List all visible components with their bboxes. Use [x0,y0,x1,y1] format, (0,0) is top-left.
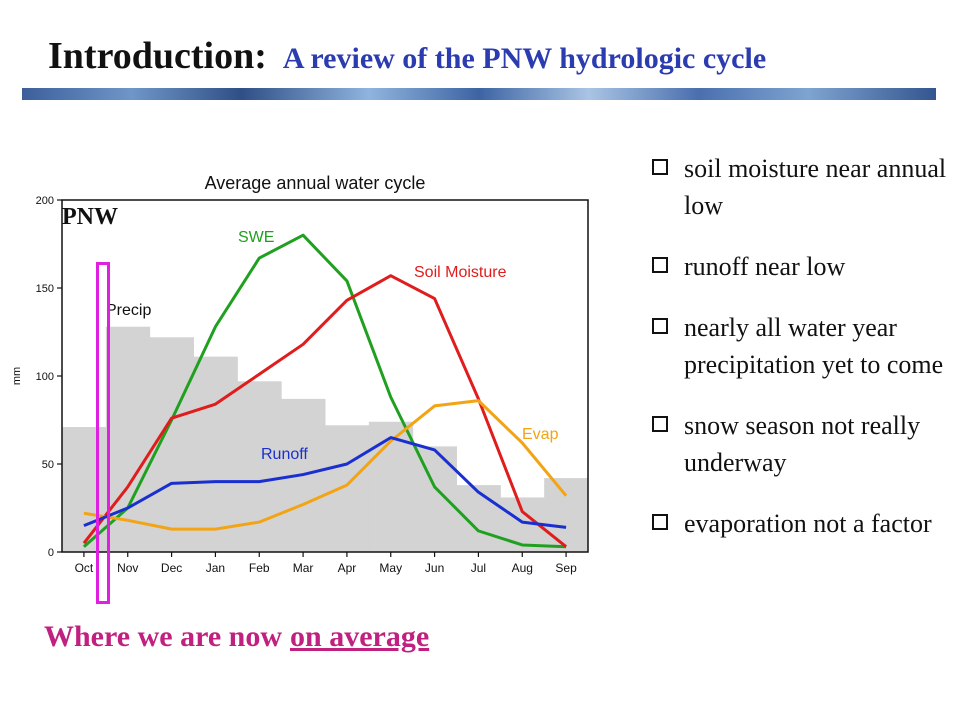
title-subtitle: A review of the PNW hydrologic cycle [282,42,767,75]
precip-bars [62,326,589,552]
series-label-precip: Precip [106,302,151,319]
checkbox-bullet-icon [652,159,668,175]
x-tick-label-oct: Oct [75,561,94,575]
precip-bar-dec [149,337,194,552]
precip-bar-jun [412,446,457,552]
y-tick-label-100: 100 [36,371,54,383]
x-tick-label-nov: Nov [117,561,138,575]
checkbox-bullet-icon [652,318,668,334]
precip-bar-apr [325,425,370,552]
annotation-underlined: on average [290,620,430,653]
series-lines [82,233,568,549]
x-tick-label-jan: Jan [206,561,225,575]
checkbox-bullet-icon [652,257,668,273]
y-tick-label-150: 150 [36,283,54,295]
x-tick-label-aug: Aug [512,561,533,575]
y-axis-label: mm [11,367,23,385]
series-label-swe: SWE [238,229,274,246]
y-tick-label-50: 50 [42,459,54,471]
slide-title: Introduction: A review of the PNW hydrol… [48,34,766,78]
series-line-swe [82,233,567,549]
series-line-runoff [83,436,567,529]
bullet-item: nearly all water year precipitation yet … [650,309,950,383]
bullet-list: soil moisture near annual low runoff nea… [650,150,950,566]
x-tick-label-jun: Jun [425,561,444,575]
series-label-soil-moisture: Soil Moisture [414,264,507,281]
bullet-item: snow season not really underway [650,407,950,481]
x-tick-label-dec: Dec [161,561,182,575]
series-label-runoff: Runoff [261,446,308,463]
series-line-soil-moisture [82,274,568,548]
chart-title: Average annual water cycle [205,173,426,193]
x-tick-label-jul: Jul [471,561,486,575]
precip-bar-may [368,421,414,552]
annotation-prefix: Where we are now [44,620,283,653]
checkbox-bullet-icon [652,514,668,530]
precip-bar-jan [193,356,238,552]
series-label-evap: Evap [522,426,559,443]
region-label: PNW [62,204,118,230]
y-tick-label-0: 0 [48,547,54,559]
y-tick-label-200: 200 [36,195,54,207]
x-tick-label-feb: Feb [249,561,270,575]
water-cycle-chart: Average annual water cycle 0 50 100 150 200 O… [11,173,589,575]
precip-bar-feb [237,381,282,552]
current-time-annotation: Where we are now on average [44,620,429,654]
title-main: Introduction: [48,35,267,77]
x-tick-label-mar: Mar [293,561,314,575]
decorative-band [22,88,936,100]
x-tick-label-may: May [379,561,402,575]
checkbox-bullet-icon [652,416,668,432]
bullet-item: soil moisture near annual low [650,150,950,224]
precip-bar-sep [544,478,589,552]
current-time-highlight [96,262,110,604]
x-tick-label-sep: Sep [555,561,577,575]
x-tick-label-apr: Apr [338,561,357,575]
bullet-item: evaporation not a factor [650,505,950,542]
bullet-item: runoff near low [650,248,950,285]
series-line-evap [83,399,568,531]
precip-bar-jul [456,485,501,552]
axes: 0 50 100 150 200 Oct Nov Dec Jan Feb Mar Apr May Jun J… [36,195,577,575]
